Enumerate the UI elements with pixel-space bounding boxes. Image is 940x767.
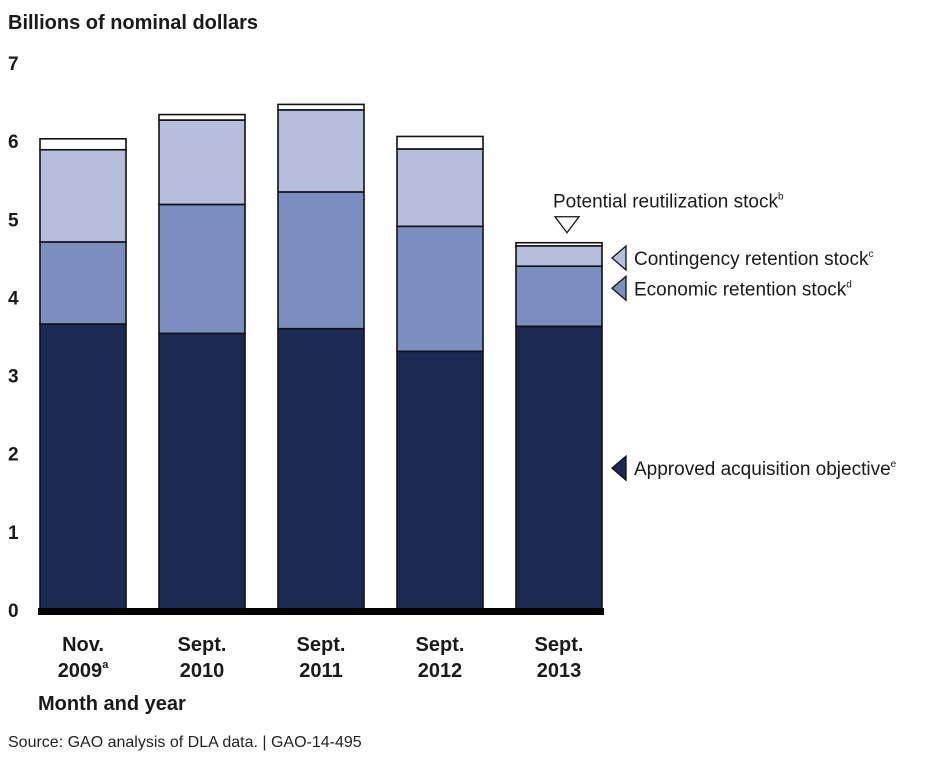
bar-segment xyxy=(515,245,603,267)
source-note: Source: GAO analysis of DLA data. | GAO-… xyxy=(8,734,362,751)
y-tick-label: 2 xyxy=(8,445,19,466)
bar-segment xyxy=(39,241,127,325)
bar-segment xyxy=(39,148,127,243)
x-axis-baseline xyxy=(38,608,604,615)
bar-segment xyxy=(396,225,484,353)
bar-segment xyxy=(39,137,127,151)
y-tick-label: 3 xyxy=(8,367,19,388)
bar-segment xyxy=(396,135,484,150)
legend-label: Economic retention stockd xyxy=(634,279,852,300)
bar-segment xyxy=(158,203,246,335)
bar-segment xyxy=(39,323,127,611)
legend-marker xyxy=(553,216,581,234)
x-tick-label: Nov. xyxy=(62,634,104,656)
x-tick-label: 2011 xyxy=(299,660,342,682)
legend-marker xyxy=(611,244,627,272)
x-tick-label: Sept. xyxy=(178,634,227,656)
bar-segment xyxy=(277,191,365,330)
bar-segment xyxy=(515,241,603,247)
y-tick-label: 6 xyxy=(8,132,19,153)
bar-segment xyxy=(277,109,365,193)
legend-marker xyxy=(611,454,627,482)
y-axis-title: Billions of nominal dollars xyxy=(8,12,259,34)
x-tick-label: Sept. xyxy=(297,634,346,656)
y-tick-label: 4 xyxy=(8,288,19,309)
legend-label: Contingency retention stockc xyxy=(634,249,873,270)
legend-label: Potential reutilization stockb xyxy=(553,192,784,213)
x-axis-title: Month and year xyxy=(38,693,186,715)
bar-segment xyxy=(515,265,603,328)
legend-label: Approved acquisition objectivee xyxy=(634,459,897,480)
bar-segment xyxy=(396,350,484,611)
bar-segment xyxy=(277,103,365,111)
y-tick-label: 5 xyxy=(8,210,19,231)
bar-segment xyxy=(396,148,484,228)
x-tick-label: 2009a xyxy=(58,659,110,682)
bar-segment xyxy=(158,113,246,121)
legend-marker xyxy=(611,274,627,302)
x-tick-label: Sept. xyxy=(535,634,584,656)
bar-segment xyxy=(158,119,246,206)
y-tick-label: 0 xyxy=(8,601,19,622)
bar-segment xyxy=(515,325,603,611)
x-tick-label: 2013 xyxy=(537,660,582,682)
x-tick-label: Sept. xyxy=(416,634,465,656)
x-tick-label: 2012 xyxy=(418,660,463,682)
y-tick-label: 1 xyxy=(8,523,19,544)
bar-segment xyxy=(158,332,246,611)
y-tick-label: 7 xyxy=(8,54,19,75)
bar-segment xyxy=(277,327,365,611)
x-tick-label: 2010 xyxy=(180,660,225,682)
